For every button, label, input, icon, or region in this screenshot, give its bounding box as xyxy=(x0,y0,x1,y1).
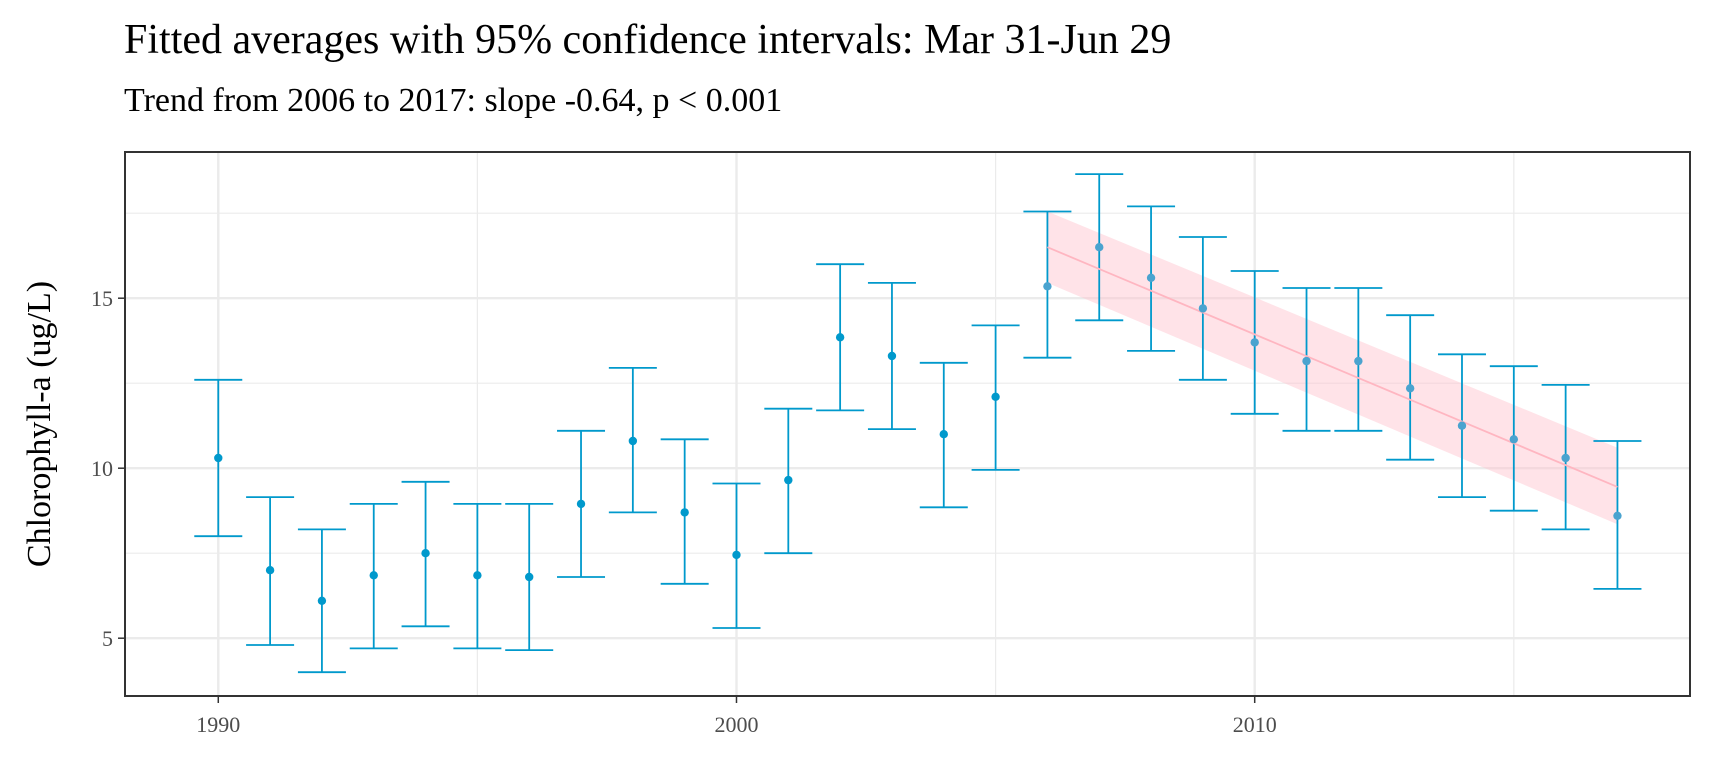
data-point xyxy=(1405,384,1415,393)
data-point xyxy=(1250,338,1259,347)
data-point xyxy=(784,475,793,485)
panel-border xyxy=(124,151,1691,697)
data-point xyxy=(1509,435,1519,444)
data-point xyxy=(265,566,275,575)
data-point xyxy=(421,549,430,558)
y-axis-title: Chlorophyll-a (ug/L) xyxy=(21,281,58,567)
error-bars xyxy=(194,173,1642,674)
data-point xyxy=(732,550,741,560)
x-tick-label: 2010 xyxy=(1233,712,1277,737)
x-tick-label: 2000 xyxy=(714,712,758,737)
y-tick-label: 10 xyxy=(91,456,113,481)
data-point xyxy=(369,571,378,580)
y-tick-label: 5 xyxy=(102,626,113,651)
chart-title: Fitted averages with 95% confidence inte… xyxy=(124,17,1172,63)
data-point xyxy=(939,430,948,439)
data-point xyxy=(576,499,586,509)
trend-line xyxy=(1047,246,1618,488)
data-point xyxy=(835,333,845,342)
data-point xyxy=(1146,273,1156,282)
data-point xyxy=(680,508,689,517)
y-axis: 5 10 15 xyxy=(91,286,125,651)
data-point xyxy=(1043,282,1052,291)
data-point xyxy=(1561,453,1570,463)
data-point xyxy=(1354,356,1363,366)
data-point xyxy=(317,596,327,605)
y-tick-label: 15 xyxy=(91,286,113,311)
data-point xyxy=(1095,243,1104,252)
data-points xyxy=(214,243,1622,605)
data-point xyxy=(473,571,482,580)
chart-subtitle: Trend from 2006 to 2017: slope -0.64, p … xyxy=(124,82,783,119)
x-tick-label: 1990 xyxy=(196,712,240,737)
data-point xyxy=(1302,356,1311,366)
data-point xyxy=(1198,304,1208,313)
data-point xyxy=(991,392,1000,401)
data-point xyxy=(887,351,897,361)
data-point xyxy=(628,436,638,446)
data-point xyxy=(525,572,534,582)
data-point xyxy=(1613,511,1622,520)
data-point xyxy=(214,453,223,463)
trend-line-layer xyxy=(1047,246,1618,488)
data-point xyxy=(1457,421,1467,430)
x-axis: 1990 2000 2010 xyxy=(196,696,1277,737)
